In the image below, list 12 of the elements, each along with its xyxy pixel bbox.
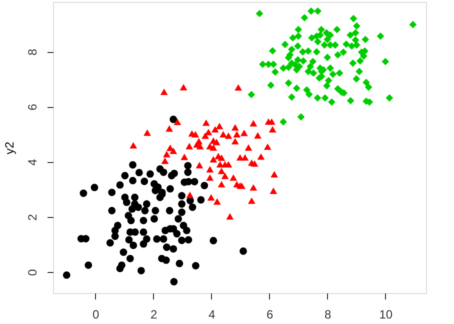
x-tick-label: 8	[324, 308, 332, 322]
x-tick-label: 2	[150, 308, 158, 322]
x-tick-label: 6	[266, 308, 274, 322]
y-axis-title: y2	[2, 141, 16, 154]
x-tick-label: 10	[379, 308, 393, 322]
x-tick-label: 0	[92, 308, 100, 322]
x-tick-label: 4	[208, 308, 216, 322]
y-tick-label: 4	[26, 158, 40, 166]
y-tick-label: 0	[26, 268, 40, 276]
y-tick-label: 6	[26, 104, 40, 111]
y-tick-label: 2	[26, 214, 40, 221]
y-tick-label: 8	[26, 48, 40, 56]
